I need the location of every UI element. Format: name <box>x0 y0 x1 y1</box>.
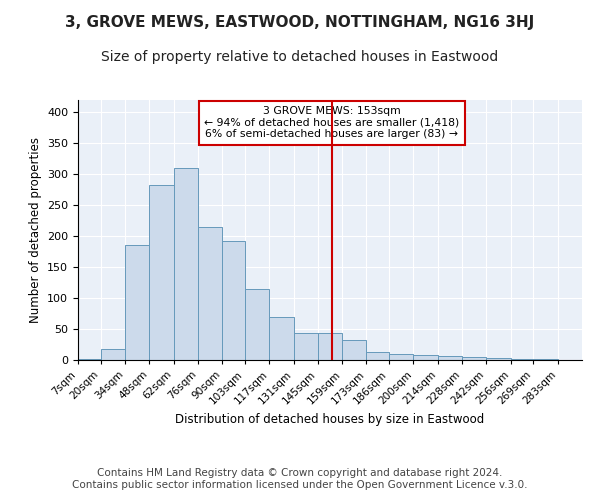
Bar <box>511 359 533 360</box>
Text: 3, GROVE MEWS, EASTWOOD, NOTTINGHAM, NG16 3HJ: 3, GROVE MEWS, EASTWOOD, NOTTINGHAM, NG1… <box>65 15 535 30</box>
Bar <box>149 185 173 360</box>
Bar <box>173 168 198 360</box>
Bar <box>269 316 293 360</box>
Bar <box>125 246 149 360</box>
Text: Size of property relative to detached houses in Eastwood: Size of property relative to detached ho… <box>101 50 499 64</box>
Bar <box>318 334 342 360</box>
Bar <box>389 354 413 360</box>
Bar <box>245 289 269 360</box>
Bar <box>487 358 511 360</box>
Text: 3 GROVE MEWS: 153sqm
← 94% of detached houses are smaller (1,418)
6% of semi-det: 3 GROVE MEWS: 153sqm ← 94% of detached h… <box>204 106 460 140</box>
Bar <box>78 359 101 360</box>
Bar <box>222 240 245 360</box>
Bar <box>438 356 462 360</box>
Bar <box>413 355 438 360</box>
Bar <box>101 349 125 360</box>
Bar <box>293 334 318 360</box>
Bar <box>198 227 222 360</box>
X-axis label: Distribution of detached houses by size in Eastwood: Distribution of detached houses by size … <box>175 413 485 426</box>
Bar <box>367 352 389 360</box>
Bar <box>533 359 557 360</box>
Text: Contains HM Land Registry data © Crown copyright and database right 2024.
Contai: Contains HM Land Registry data © Crown c… <box>72 468 528 490</box>
Y-axis label: Number of detached properties: Number of detached properties <box>29 137 41 323</box>
Bar <box>342 340 367 360</box>
Bar <box>462 357 487 360</box>
